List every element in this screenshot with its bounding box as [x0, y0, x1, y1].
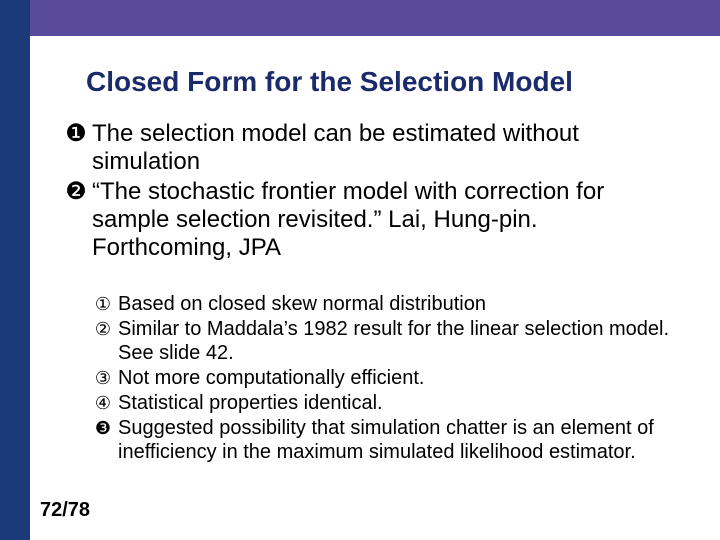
list-item: ④ Statistical properties identical.: [88, 391, 688, 415]
bullet-icon: ②: [88, 317, 118, 341]
bullet-icon: ④: [88, 391, 118, 415]
list-item: ② Similar to Maddala’s 1982 result for t…: [88, 317, 688, 365]
left-accent-bar: [0, 0, 30, 540]
bullet-icon: ❷: [60, 178, 92, 206]
top-accent-bar: [0, 0, 720, 36]
list-text: Statistical properties identical.: [118, 391, 383, 415]
slide-title: Closed Form for the Selection Model: [86, 66, 573, 98]
list-item: ① Based on closed skew normal distributi…: [88, 292, 688, 316]
list-text: Similar to Maddala’s 1982 result for the…: [118, 317, 688, 365]
slide: Closed Form for the Selection Model ❶ Th…: [0, 0, 720, 540]
list-text: The selection model can be estimated wit…: [92, 120, 680, 176]
bullet-icon: ③: [88, 366, 118, 390]
bullet-icon: ❶: [60, 120, 92, 148]
bullet-icon: ①: [88, 292, 118, 316]
list-text: Based on closed skew normal distribution: [118, 292, 486, 316]
main-list: ❶ The selection model can be estimated w…: [60, 120, 680, 264]
list-item: ❷ “The stochastic frontier model with co…: [60, 178, 680, 262]
list-text: “The stochastic frontier model with corr…: [92, 178, 680, 262]
list-item: ❸ Suggested possibility that simulation …: [88, 416, 688, 464]
list-text: Not more computationally efficient.: [118, 366, 424, 390]
page-number: 72/78: [40, 499, 90, 522]
list-text: Suggested possibility that simulation ch…: [118, 416, 688, 464]
list-item: ❶ The selection model can be estimated w…: [60, 120, 680, 176]
list-item: ③ Not more computationally efficient.: [88, 366, 688, 390]
bullet-icon: ❸: [88, 416, 118, 440]
sub-list: ① Based on closed skew normal distributi…: [88, 292, 688, 465]
